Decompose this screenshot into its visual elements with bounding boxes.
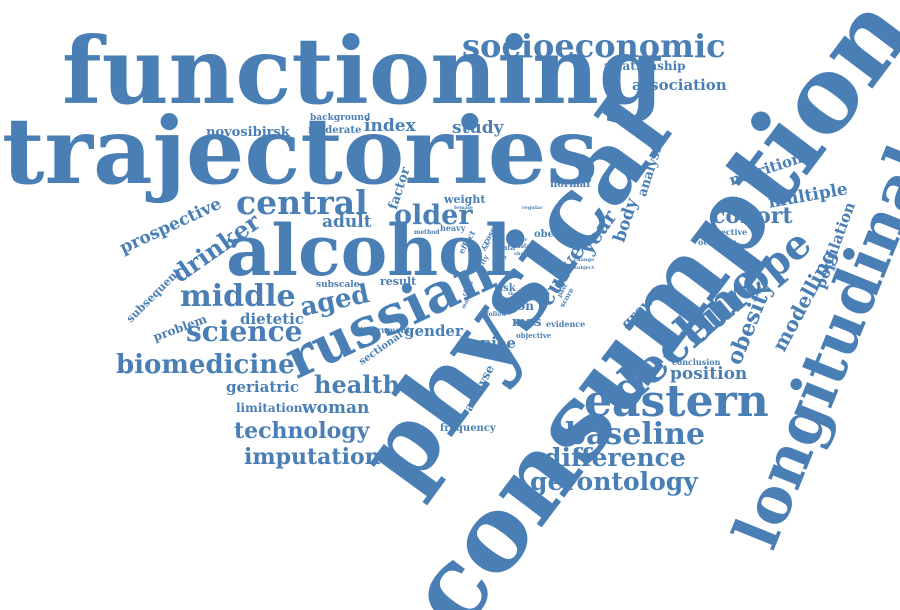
word-data: data — [498, 243, 516, 252]
word-imputation: imputation — [244, 444, 381, 470]
word-gerontology: gerontology — [530, 467, 698, 496]
word-cohort: cohort — [712, 203, 793, 229]
word-method: method — [414, 229, 440, 236]
word-instrument: instrument — [360, 325, 411, 335]
word-short: short — [514, 251, 529, 257]
word-protective: protective — [702, 227, 748, 237]
word-geriatric: geriatric — [226, 378, 300, 396]
word-socioeconomic: socioeconomic — [462, 27, 726, 65]
word-science: science — [186, 315, 303, 348]
word-obese: obese — [534, 229, 567, 240]
word-trajectories: trajectories — [2, 97, 599, 205]
word-baseline: baseline — [565, 417, 706, 452]
word-position: position — [670, 364, 748, 384]
word-these: these — [508, 291, 524, 297]
word-risk: risk — [494, 283, 516, 294]
word-background: background — [310, 113, 371, 123]
word-moderate: moderate — [308, 125, 362, 136]
word-functioning: functioning — [62, 17, 664, 125]
word-woman: woman — [302, 398, 370, 418]
word-objective: objective — [516, 331, 552, 340]
word-relationship: relationship — [604, 59, 686, 73]
word-central: central — [236, 183, 368, 222]
word-subject: subject — [574, 265, 595, 271]
word-lower: lower — [512, 237, 528, 243]
word-evidence: evidence — [546, 319, 586, 329]
word-biomedicine: biomedicine — [116, 350, 295, 380]
word-health: health — [314, 370, 400, 399]
word-faster: faster — [514, 243, 534, 250]
word-middle: middle — [180, 279, 296, 314]
word-being: being — [500, 271, 516, 277]
word-mas: mas — [512, 315, 542, 330]
word-female: female — [454, 205, 473, 211]
word-difference: difference — [544, 443, 686, 472]
word-frequency: frequency — [440, 423, 496, 434]
word-adult: adult — [322, 212, 372, 232]
word-regular: regular — [522, 205, 543, 211]
word-subsequent: subsequent — [123, 265, 184, 326]
word-change: change — [574, 257, 595, 263]
word-dietetic: dietetic — [240, 310, 304, 328]
word-dijon: dijon — [500, 299, 535, 313]
word-alcohol: alcohol — [226, 209, 512, 292]
word-eastern: eastern — [584, 376, 769, 427]
word-life: life — [494, 253, 507, 262]
word-conclusion: conclusion — [672, 357, 721, 367]
word-follow: follow — [486, 311, 507, 318]
word-heavy: heavy — [440, 223, 466, 233]
word-limitation: limitation — [236, 401, 303, 415]
word-older: older — [394, 200, 473, 231]
word-association: association — [632, 76, 727, 94]
word-study: study — [452, 118, 504, 138]
word-gender: gender — [404, 322, 463, 340]
word-hapiee: hapiee — [460, 334, 516, 352]
word-weight: weight — [444, 193, 486, 206]
word-novosibirsk: novosibirsk — [206, 125, 290, 140]
word-index: index — [364, 116, 416, 136]
word-normal: normal — [550, 179, 591, 190]
word-technology: technology — [234, 418, 370, 444]
word-result: result — [380, 275, 417, 288]
word-subscale: subscale — [316, 280, 360, 290]
word-occasion: occasion — [698, 237, 737, 247]
